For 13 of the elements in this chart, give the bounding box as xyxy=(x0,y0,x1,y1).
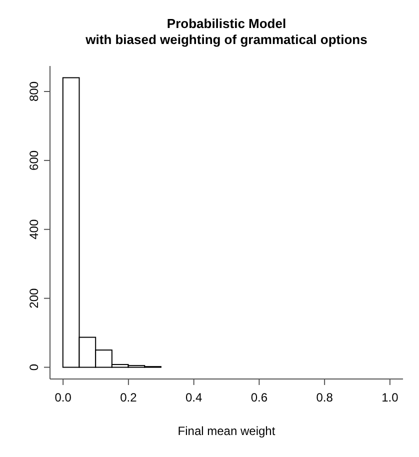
x-tick-label: 0.6 xyxy=(250,390,268,405)
y-tick-label: 400 xyxy=(27,219,41,240)
x-axis-title: Final mean weight xyxy=(178,424,276,438)
x-tick-label: 1.0 xyxy=(382,390,399,405)
x-tick-label: 0.2 xyxy=(120,390,138,405)
y-tick-label: 0 xyxy=(27,364,41,371)
x-tick-label: 0.8 xyxy=(316,390,334,405)
x-tick-label: 0.4 xyxy=(185,390,202,405)
x-tick-label: 0.0 xyxy=(54,390,72,405)
y-tick-label: 200 xyxy=(27,288,41,308)
chart-title: Probabilistic Model with biased weighting of grammatical options xyxy=(84,16,368,48)
y-tick-label: 800 xyxy=(27,81,41,102)
y-tick-label: 600 xyxy=(27,150,41,170)
